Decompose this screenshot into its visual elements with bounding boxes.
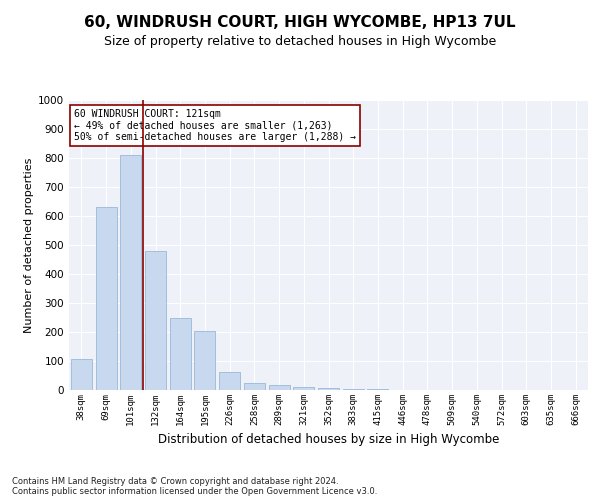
Bar	[318, 388, 339, 390]
X-axis label: Distribution of detached houses by size in High Wycombe: Distribution of detached houses by size …	[158, 434, 499, 446]
Bar	[367, 389, 388, 390]
Text: 60 WINDRUSH COURT: 121sqm
← 49% of detached houses are smaller (1,263)
50% of se: 60 WINDRUSH COURT: 121sqm ← 49% of detac…	[74, 108, 356, 142]
Bar	[194, 330, 215, 390]
Bar	[95, 208, 116, 390]
Bar	[244, 383, 265, 390]
Text: Size of property relative to detached houses in High Wycombe: Size of property relative to detached ho…	[104, 34, 496, 48]
Bar	[219, 372, 240, 390]
Bar	[170, 318, 191, 390]
Bar	[269, 385, 290, 390]
Bar	[120, 155, 141, 390]
Y-axis label: Number of detached properties: Number of detached properties	[24, 158, 34, 332]
Bar	[293, 387, 314, 390]
Text: Contains public sector information licensed under the Open Government Licence v3: Contains public sector information licen…	[12, 486, 377, 496]
Text: 60, WINDRUSH COURT, HIGH WYCOMBE, HP13 7UL: 60, WINDRUSH COURT, HIGH WYCOMBE, HP13 7…	[84, 15, 516, 30]
Bar	[71, 359, 92, 390]
Bar	[145, 251, 166, 390]
Bar	[343, 388, 364, 390]
Text: Contains HM Land Registry data © Crown copyright and database right 2024.: Contains HM Land Registry data © Crown c…	[12, 476, 338, 486]
